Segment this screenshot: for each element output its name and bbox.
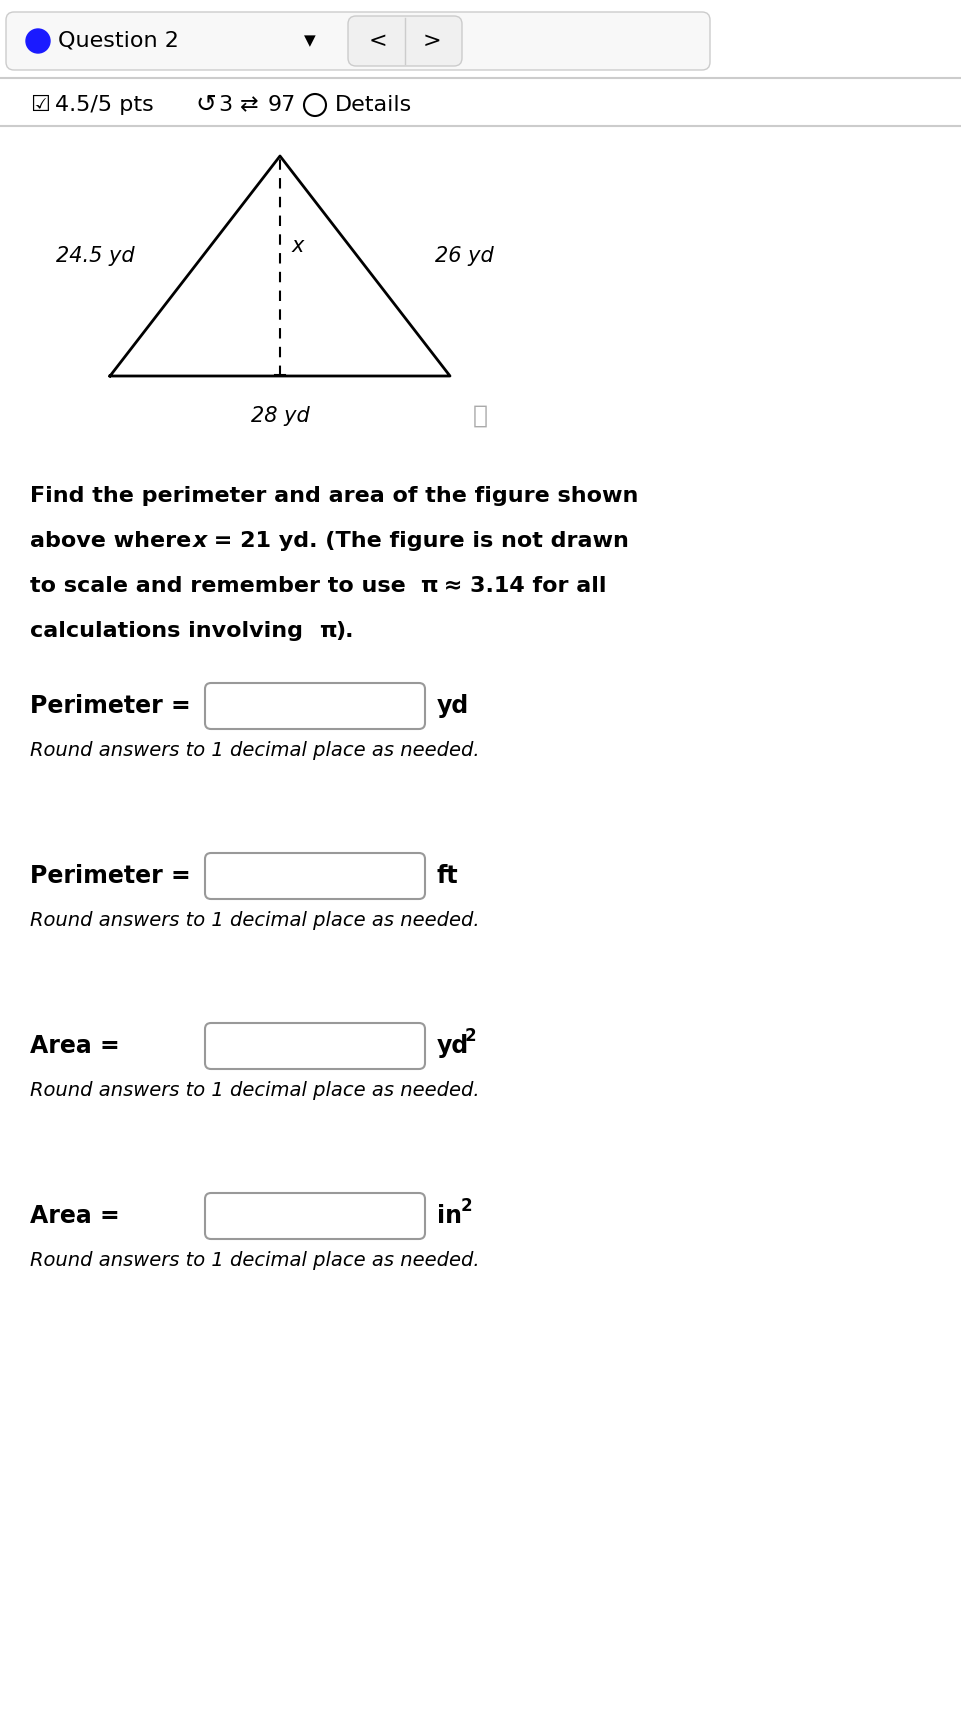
Text: >: > xyxy=(422,31,441,52)
Text: Perimeter =: Perimeter = xyxy=(30,694,190,718)
Text: Find the perimeter and area of the figure shown: Find the perimeter and area of the figur… xyxy=(30,487,638,506)
Text: 4.5/5 pts: 4.5/5 pts xyxy=(55,95,154,116)
Text: Round answers to 1 decimal place as needed.: Round answers to 1 decimal place as need… xyxy=(30,742,480,761)
FancyBboxPatch shape xyxy=(205,683,425,728)
Text: ).: ). xyxy=(334,621,353,640)
Text: yd: yd xyxy=(436,694,469,718)
Text: ≈ 3.14 for all: ≈ 3.14 for all xyxy=(435,576,605,595)
Text: in: in xyxy=(436,1205,461,1227)
Text: 97: 97 xyxy=(268,95,296,116)
Text: π: π xyxy=(420,576,437,595)
Text: Details: Details xyxy=(334,95,412,116)
Text: ⇄: ⇄ xyxy=(239,95,259,116)
FancyBboxPatch shape xyxy=(205,1193,425,1239)
Text: 2: 2 xyxy=(460,1198,472,1215)
Text: 28 yd: 28 yd xyxy=(251,406,309,426)
Text: ↺: ↺ xyxy=(195,93,216,117)
Text: x: x xyxy=(292,236,304,255)
Text: 🔍: 🔍 xyxy=(472,404,487,428)
Text: Round answers to 1 decimal place as needed.: Round answers to 1 decimal place as need… xyxy=(30,1082,480,1101)
FancyBboxPatch shape xyxy=(6,12,709,71)
Text: Round answers to 1 decimal place as needed.: Round answers to 1 decimal place as need… xyxy=(30,1251,480,1270)
Text: 2: 2 xyxy=(464,1027,476,1044)
Text: yd: yd xyxy=(436,1034,469,1058)
Text: to scale and remember to use: to scale and remember to use xyxy=(30,576,413,595)
FancyBboxPatch shape xyxy=(348,16,461,66)
Text: 24.5 yd: 24.5 yd xyxy=(57,247,135,266)
Text: Area =: Area = xyxy=(30,1034,119,1058)
FancyBboxPatch shape xyxy=(205,853,425,899)
Text: ▼: ▼ xyxy=(304,33,315,48)
FancyBboxPatch shape xyxy=(205,1024,425,1068)
Text: <: < xyxy=(368,31,387,52)
Circle shape xyxy=(304,93,326,116)
Text: x: x xyxy=(193,532,208,551)
Text: π: π xyxy=(319,621,336,640)
Text: i: i xyxy=(312,97,317,114)
Circle shape xyxy=(26,29,50,54)
Text: Round answers to 1 decimal place as needed.: Round answers to 1 decimal place as need… xyxy=(30,911,480,930)
Text: Question 2: Question 2 xyxy=(58,31,179,52)
Text: 3: 3 xyxy=(218,95,232,116)
Text: 26 yd: 26 yd xyxy=(434,247,493,266)
Text: Area =: Area = xyxy=(30,1205,119,1227)
Text: calculations involving: calculations involving xyxy=(30,621,310,640)
Text: ☑: ☑ xyxy=(30,95,50,116)
Text: above where: above where xyxy=(30,532,199,551)
Text: Perimeter =: Perimeter = xyxy=(30,865,190,887)
Text: ft: ft xyxy=(436,865,458,887)
Text: = 21 yd. (The figure is not drawn: = 21 yd. (The figure is not drawn xyxy=(206,532,628,551)
